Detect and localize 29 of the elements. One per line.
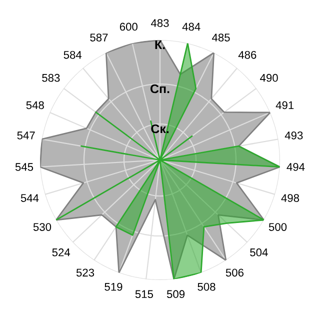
spoke-label: 583 — [42, 74, 60, 82]
spoke-label: 519 — [104, 282, 122, 291]
spoke-label: 523 — [76, 268, 94, 277]
spoke-label: 584 — [64, 50, 82, 59]
spoke-label: 508 — [198, 282, 216, 291]
spoke-label: 515 — [135, 290, 154, 298]
spoke-label: 547 — [17, 132, 35, 140]
y-tick-label: К. — [155, 40, 165, 50]
spoke-label: 530 — [33, 223, 52, 231]
spoke-label: 524 — [52, 248, 70, 256]
spoke-label: 545 — [15, 163, 34, 171]
spoke-label: 486 — [238, 50, 256, 59]
spoke-label: 484 — [182, 22, 200, 31]
spoke-label: 490 — [260, 74, 278, 82]
spoke-label: 506 — [226, 268, 244, 277]
spoke-label: 485 — [212, 34, 230, 42]
spoke-label: 544 — [20, 194, 39, 202]
spoke-label: 483 — [150, 19, 169, 28]
spoke-label: 504 — [250, 248, 268, 256]
spoke-label: 587 — [90, 34, 108, 42]
spoke-label: 491 — [276, 101, 294, 110]
spoke-label: 500 — [268, 223, 287, 231]
spoke-label: 509 — [166, 290, 185, 298]
spoke-label: 498 — [281, 194, 300, 202]
y-tick-label: Сп. — [150, 84, 170, 94]
spoke-label: 600 — [120, 22, 138, 31]
spoke-label: 493 — [284, 132, 303, 140]
spoke-label: 548 — [26, 101, 44, 110]
spoke-label: 494 — [286, 163, 305, 171]
